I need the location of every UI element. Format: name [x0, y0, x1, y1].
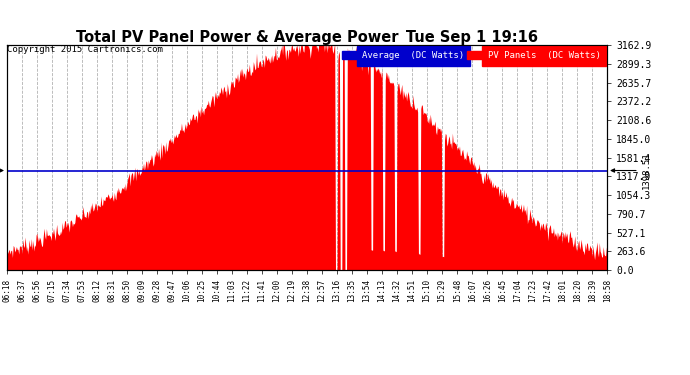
Title: Total PV Panel Power & Average Power Tue Sep 1 19:16: Total PV Panel Power & Average Power Tue…	[76, 30, 538, 45]
Text: 1398.51: 1398.51	[611, 152, 651, 189]
Legend: Average  (DC Watts), PV Panels  (DC Watts): Average (DC Watts), PV Panels (DC Watts)	[340, 50, 602, 62]
Text: 1398.51: 1398.51	[0, 152, 3, 189]
Text: Copyright 2015 Cartronics.com: Copyright 2015 Cartronics.com	[7, 45, 163, 54]
